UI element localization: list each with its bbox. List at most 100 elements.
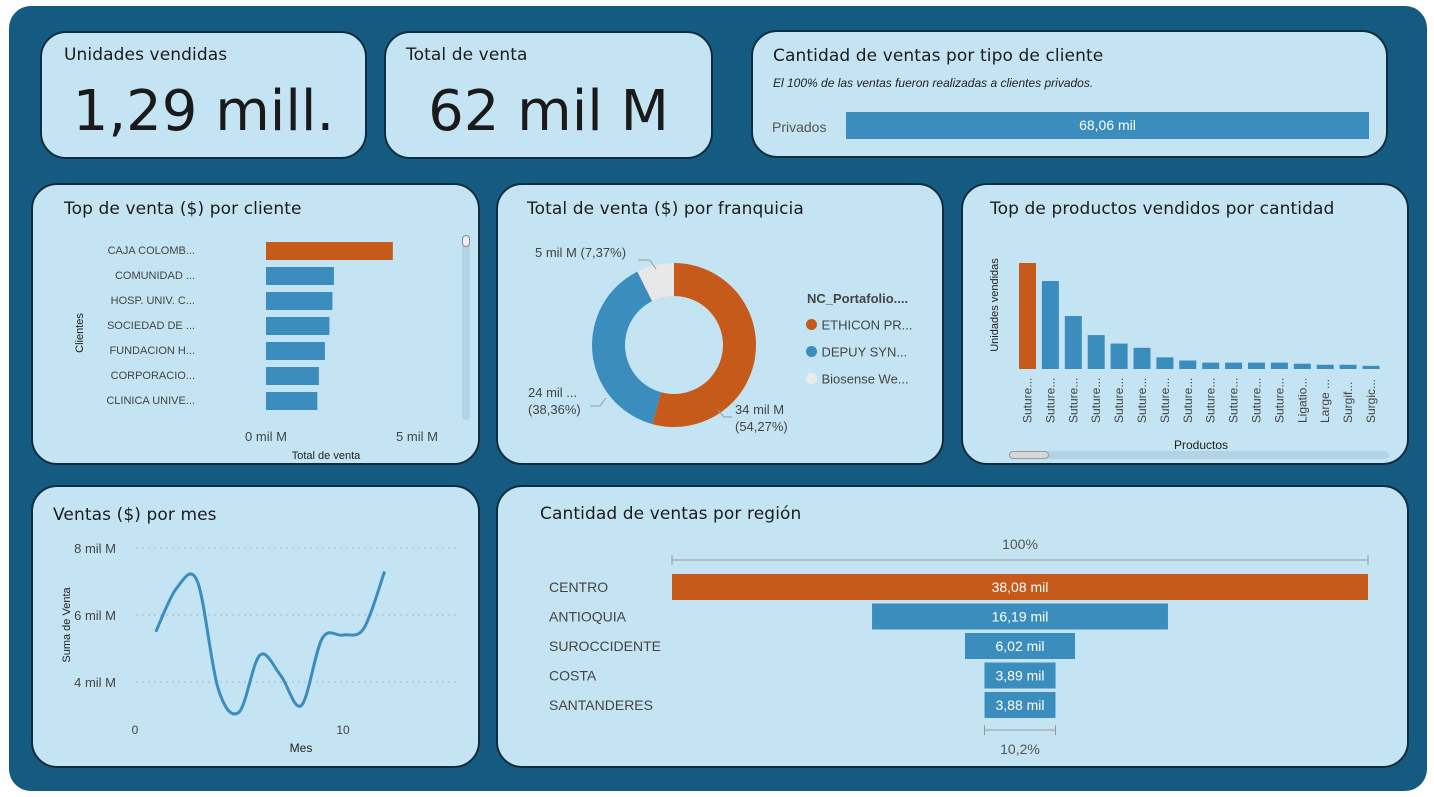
client-x-tick: 5 mil M xyxy=(396,429,438,444)
line-y-tick: 4 mil M xyxy=(74,675,116,690)
top-products-chart: Suture... Suture... Suture... Suture... Sutu… xyxy=(989,258,1380,452)
franchise-legend-item-depuy[interactable]: DEPUY SYN... xyxy=(806,343,907,361)
franchise-legend-item-ethicon[interactable]: ETHICON PR... xyxy=(806,316,912,334)
line-y-axis-title: Suma de Venta xyxy=(61,587,73,663)
legend-dot-icon xyxy=(806,319,817,331)
legend-label: ETHICON PR... xyxy=(821,317,913,333)
client-bar[interactable] xyxy=(266,392,318,410)
client-category-label: HOSP. UNIV. C... xyxy=(111,295,195,307)
franchise-label-ethicon-text: 34 mil M (54,27%) xyxy=(735,402,788,434)
product-bar[interactable] xyxy=(1041,281,1059,369)
product-category-label: Suture... xyxy=(1043,378,1057,423)
line-y-tick: 8 mil M xyxy=(74,541,116,556)
franchise-legend-title: NC_Portafolio.... xyxy=(807,291,909,306)
kpi-sales-card[interactable]: Total de venta 62 mil M xyxy=(384,31,713,159)
product-category-label: Surgif... xyxy=(1341,382,1355,423)
product-bar[interactable] xyxy=(1225,362,1243,369)
franchise-legend-item-biosense[interactable]: Biosense We... xyxy=(806,370,909,388)
client-category-label: COMUNIDAD ... xyxy=(115,270,195,282)
funnel-category-label: SANTANDERES xyxy=(549,697,653,713)
client-bar[interactable] xyxy=(266,267,334,285)
top-products-scroll-thumb[interactable] xyxy=(1009,451,1049,459)
donut-slice[interactable] xyxy=(637,263,674,302)
top-clients-scroll-thumb[interactable] xyxy=(462,235,470,247)
line-series[interactable] xyxy=(154,570,387,716)
product-bar[interactable] xyxy=(1339,364,1357,369)
line-x-tick: 0 xyxy=(132,723,139,737)
client-category-label: CAJA COLOMB... xyxy=(108,245,195,257)
client-type-subtitle: El 100% de las ventas fueron realizadas … xyxy=(773,76,1094,90)
product-bar[interactable] xyxy=(1133,347,1151,369)
client-x-axis-title: Total de venta xyxy=(292,450,361,462)
product-category-label: Suture... xyxy=(1181,378,1195,423)
client-type-category: Privados xyxy=(772,119,827,135)
franchise-label-depuy-a: 24 mil ... xyxy=(528,385,578,400)
legend-label: DEPUY SYN... xyxy=(821,344,908,360)
funnel-category-label: SUROCCIDENTE xyxy=(549,638,661,654)
donut-leader-line xyxy=(717,409,732,418)
donut-leader-line xyxy=(590,397,607,407)
product-bar[interactable] xyxy=(1156,357,1174,369)
product-category-label: Suture... xyxy=(1021,378,1035,423)
product-x-axis-title: Productos xyxy=(1174,438,1228,452)
top-products-scrollbar[interactable] xyxy=(1009,451,1389,459)
client-type-card[interactable]: Cantidad de ventas por tipo de cliente E… xyxy=(751,30,1388,158)
product-bar[interactable] xyxy=(1179,360,1197,369)
top-products-title: Top de productos vendidos por cantidad xyxy=(990,199,1335,219)
product-bar[interactable] xyxy=(1316,364,1334,369)
funnel-bar[interactable] xyxy=(984,692,1056,718)
product-bar[interactable] xyxy=(1248,362,1265,369)
client-category-label: CORPORACIO... xyxy=(111,370,195,382)
product-bar[interactable] xyxy=(1293,363,1311,369)
funnel-bar[interactable] xyxy=(672,574,1368,600)
monthly-card[interactable]: Ventas ($) por mes 8 mil M 6 mil M 4 mil M… xyxy=(31,485,480,768)
funnel-bar[interactable] xyxy=(984,662,1056,689)
product-bar[interactable] xyxy=(1270,362,1288,369)
funnel-category-label: CENTRO xyxy=(549,579,608,595)
top-clients-scrollbar[interactable] xyxy=(462,235,470,420)
client-bar[interactable] xyxy=(266,317,330,335)
funnel-bar-label: 16,19 mil xyxy=(992,609,1049,625)
client-type-bar[interactable] xyxy=(846,112,1369,139)
funnel-bar[interactable] xyxy=(964,633,1076,659)
franchise-label-biosense: 5 mil M (7,37%) xyxy=(535,245,627,260)
client-type-bar-label: 68,06 mil xyxy=(1079,117,1136,133)
client-type-title: Cantidad de ventas por tipo de cliente xyxy=(773,46,1104,66)
product-category-label: Suture... xyxy=(1227,378,1241,423)
top-clients-card[interactable]: Top de venta ($) por cliente CAJA COLOMB… xyxy=(31,183,480,465)
product-category-label: Suture... xyxy=(1250,378,1264,423)
client-bar[interactable] xyxy=(266,242,393,260)
product-category-label: Large ... xyxy=(1318,379,1332,423)
client-bar[interactable] xyxy=(266,367,319,385)
client-bar[interactable] xyxy=(266,342,325,360)
product-bar[interactable] xyxy=(1362,365,1380,369)
product-category-label: Suture... xyxy=(1272,378,1286,423)
franchise-title: Total de venta ($) por franquicia xyxy=(527,199,804,219)
funnel-bar[interactable] xyxy=(872,603,1168,630)
client-category-label: CLINICA UNIVE... xyxy=(106,395,195,407)
region-title: Cantidad de ventas por región xyxy=(540,504,802,524)
kpi-units-card[interactable]: Unidades vendidas 1,29 mill. xyxy=(40,31,367,159)
franchise-label-ethicon: 34 mil M (54,27%) xyxy=(735,401,805,435)
client-bar[interactable] xyxy=(266,292,333,310)
donut-leader-line xyxy=(638,259,657,270)
donut-slice[interactable] xyxy=(652,263,757,427)
product-bar[interactable] xyxy=(1064,316,1082,369)
kpi-sales-title: Total de venta xyxy=(406,45,528,65)
monthly-title: Ventas ($) por mes xyxy=(53,505,217,525)
client-y-axis-title: Clientes xyxy=(74,313,86,353)
product-bar[interactable] xyxy=(1110,343,1128,369)
product-bar[interactable] xyxy=(1202,362,1220,369)
region-funnel-chart: 100% CENTRO 38,08 mil ANTIOQUIA 16,19 mil SUR… xyxy=(549,536,1369,757)
product-bar[interactable] xyxy=(1019,263,1036,369)
kpi-units-title: Unidades vendidas xyxy=(64,45,228,65)
donut-slice[interactable] xyxy=(592,271,662,425)
funnel-bar-label: 6,02 mil xyxy=(995,638,1044,654)
franchise-card[interactable]: Total de venta ($) por franquicia 5 mil … xyxy=(496,183,944,465)
top-products-card[interactable]: Top de productos vendidos por cantidad S… xyxy=(961,183,1409,465)
product-bar[interactable] xyxy=(1087,335,1105,369)
product-category-label: Ligatio... xyxy=(1295,378,1309,423)
region-card[interactable]: Cantidad de ventas por región 100% CENTRO… xyxy=(496,485,1409,768)
franchise-donut-chart xyxy=(590,259,757,427)
funnel-category-label: COSTA xyxy=(549,668,597,684)
